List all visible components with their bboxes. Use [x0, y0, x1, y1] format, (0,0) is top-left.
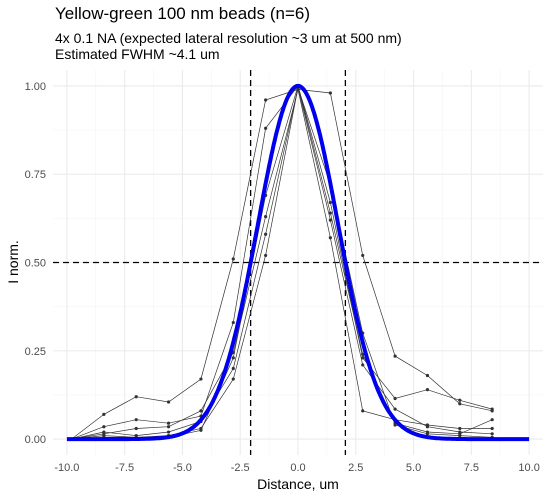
chart-title: Yellow-green 100 nm beads (n=6)	[55, 4, 311, 23]
data-point	[231, 257, 235, 261]
data-point	[231, 366, 235, 371]
data-point	[231, 356, 235, 360]
data-point	[102, 430, 106, 434]
fit-curve	[66, 83, 530, 442]
data-point	[102, 412, 106, 416]
x-axis-ticks: -10.0 -7.5 -5.0 -2.5 0.0 2.5 5.0 7.5 10.0	[54, 462, 540, 474]
data-point	[328, 211, 332, 215]
data-point	[361, 352, 365, 356]
series-line-4	[71, 87, 493, 440]
gaussian-fit	[66, 83, 530, 442]
data-point	[393, 354, 397, 358]
data-point	[134, 426, 138, 431]
data-point	[134, 418, 138, 422]
data-point	[458, 426, 462, 431]
data-point	[458, 432, 462, 436]
data-point	[361, 409, 365, 413]
data-point	[166, 430, 171, 434]
x-tick-label: 5.0	[406, 462, 421, 474]
data-point	[425, 430, 430, 434]
y-tick-label: 0.25	[25, 346, 46, 358]
x-tick-label: -7.5	[115, 462, 134, 474]
y-tick-label: 0.00	[25, 434, 46, 446]
chart-subtitle-line-1: 4x 0.1 NA (expected lateral resolution ~…	[55, 30, 402, 46]
x-tick-label: 10.0	[518, 462, 539, 474]
data-point	[328, 91, 332, 95]
data-point	[458, 398, 462, 402]
series-line-1	[71, 89, 493, 440]
data-point	[102, 425, 106, 429]
data-point	[264, 253, 268, 258]
data-point	[328, 236, 332, 240]
data-point	[393, 396, 397, 401]
data-point	[425, 388, 430, 392]
data-point	[166, 421, 171, 425]
data-point	[166, 400, 171, 404]
x-tick-label: 7.5	[464, 462, 479, 474]
chart-subtitle-line-2: Estimated FWHM ~4.1 um	[55, 46, 220, 62]
data-point	[231, 377, 235, 381]
x-axis-title: Distance, um	[257, 476, 339, 492]
data-point	[361, 363, 365, 367]
data-point	[328, 218, 332, 222]
data-point	[490, 418, 494, 422]
data-point	[199, 428, 203, 432]
data-point	[361, 356, 365, 360]
y-axis-ticks: 0.00 0.25 0.50 0.75 1.00	[25, 81, 46, 446]
x-tick-label: 2.5	[348, 462, 363, 474]
x-tick-label: 0.0	[290, 462, 305, 474]
data-point	[166, 425, 171, 429]
data-point	[458, 402, 462, 406]
data-point	[490, 432, 494, 436]
data-point	[490, 407, 494, 411]
y-tick-label: 0.75	[25, 169, 46, 181]
data-point	[490, 426, 494, 431]
x-tick-label: -5.0	[173, 462, 192, 474]
data-point	[264, 98, 268, 102]
data-point	[199, 409, 203, 413]
data-point	[425, 425, 430, 429]
x-tick-label: -10.0	[54, 462, 79, 474]
data-point	[264, 126, 268, 130]
data-point	[264, 214, 268, 219]
data-series	[69, 84, 494, 441]
y-axis-title: I norm.	[5, 240, 21, 284]
x-tick-label: -2.5	[231, 462, 250, 474]
data-point	[264, 232, 268, 236]
series-line-3	[71, 89, 493, 440]
data-point	[425, 373, 430, 378]
data-point	[361, 253, 365, 258]
data-point	[199, 377, 203, 381]
data-point	[102, 433, 106, 438]
data-point	[328, 200, 332, 205]
y-tick-label: 1.00	[25, 81, 46, 93]
data-point	[231, 320, 235, 325]
data-point	[134, 395, 138, 399]
data-point	[393, 407, 397, 411]
y-tick-label: 0.50	[25, 258, 46, 270]
